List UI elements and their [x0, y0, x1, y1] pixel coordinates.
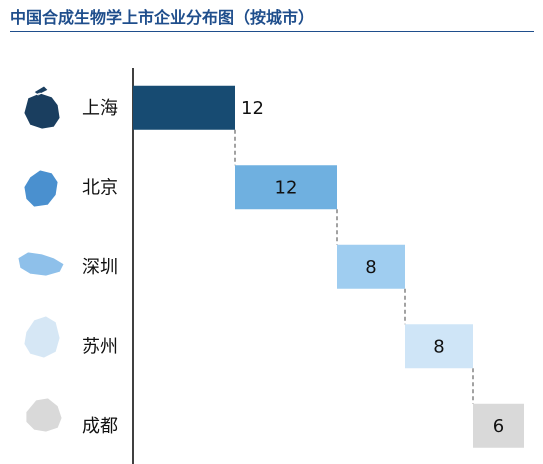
- bar-5: [473, 403, 524, 448]
- icon-group: [17, 85, 65, 433]
- category-label-1: 上海: [82, 98, 118, 119]
- category-label-5: 成都: [82, 416, 118, 437]
- data-label-5: 6: [493, 416, 504, 437]
- category-label-4: 苏州: [82, 336, 118, 357]
- bar-2: [235, 165, 337, 210]
- data-label-4: 8: [433, 336, 444, 357]
- category-label-2: 北京: [82, 177, 118, 198]
- chengdu-map-icon: [25, 397, 63, 433]
- shenzhen-map-icon: [17, 251, 65, 277]
- bar-1: [133, 85, 235, 130]
- suzhou-map-icon: [23, 315, 61, 359]
- beijing-map-icon: [23, 169, 59, 208]
- title-divider: [10, 31, 534, 32]
- bar-4: [405, 324, 473, 369]
- shanghai-map-icon: [23, 85, 61, 130]
- data-label-3: 8: [365, 257, 376, 278]
- data-label-1: 12: [241, 98, 264, 119]
- chart-title: 中国合成生物学上市企业分布图（按城市）: [10, 8, 315, 27]
- bar-3: [337, 244, 405, 289]
- bar-group: [133, 85, 524, 448]
- data-label-2: 12: [275, 177, 298, 198]
- connector-group: [234, 129, 474, 404]
- data-label-group: 12 12 8 8 6: [241, 98, 504, 437]
- category-label-3: 深圳: [82, 257, 118, 278]
